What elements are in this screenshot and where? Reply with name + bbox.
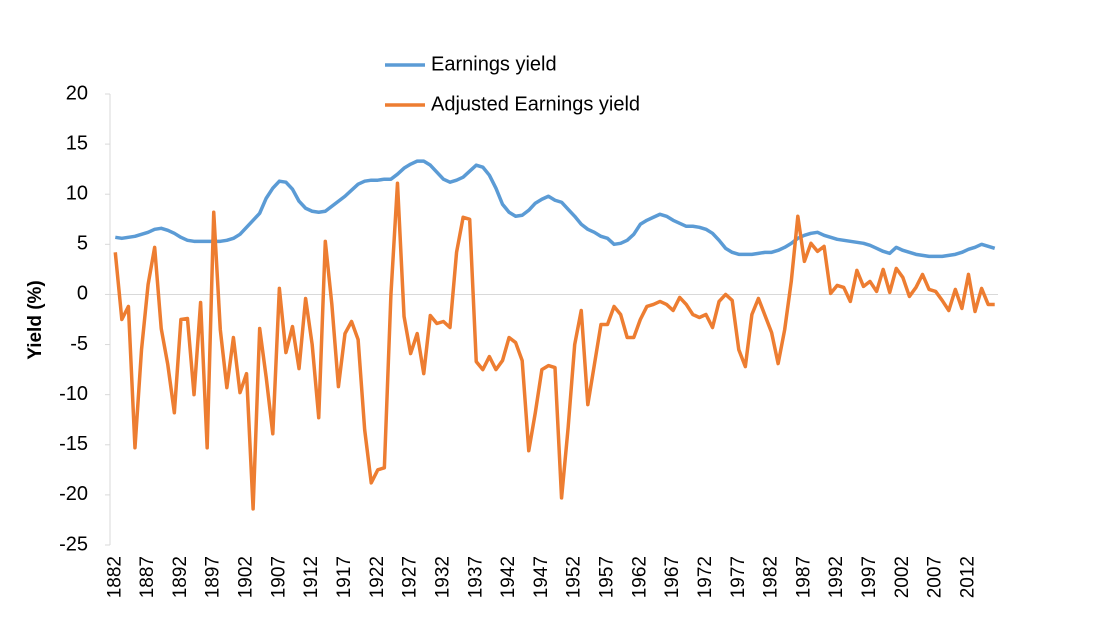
x-tick-label: 1932 — [432, 556, 453, 598]
x-tick-label: 1907 — [268, 556, 289, 598]
y-tick-label: 10 — [66, 183, 88, 205]
x-tick-label: 1942 — [498, 556, 519, 598]
y-tick-label: 0 — [77, 283, 88, 305]
x-tick-label: 1987 — [793, 556, 814, 598]
x-tick-label: 2007 — [925, 556, 946, 598]
x-tick-label: 1887 — [137, 556, 158, 598]
x-tick-label: 1952 — [564, 556, 585, 598]
y-tick-label: -10 — [59, 383, 88, 405]
x-tick-label: 1917 — [334, 556, 355, 598]
y-tick-label: -5 — [70, 333, 88, 355]
x-tick-label: 1962 — [629, 556, 650, 598]
x-tick-label: 1992 — [826, 556, 847, 598]
y-tick-label: -20 — [59, 483, 88, 505]
x-tick-label: 1967 — [662, 556, 683, 598]
x-tick-label: 1937 — [465, 556, 486, 598]
y-tick-label: -15 — [59, 433, 88, 455]
x-tick-label: 2002 — [892, 556, 913, 598]
x-tick-label: 1922 — [367, 556, 388, 598]
x-tick-label: 1972 — [695, 556, 716, 598]
x-tick-label: 2012 — [957, 556, 978, 598]
y-tick-label: 20 — [66, 82, 88, 104]
x-tick-label: 1927 — [400, 556, 421, 598]
x-tick-label: 1947 — [531, 556, 552, 598]
x-tick-label: 1977 — [728, 556, 749, 598]
legend-label: Earnings yield — [431, 53, 557, 75]
legend-label: Adjusted Earnings yield — [431, 93, 640, 115]
y-tick-label: 5 — [77, 233, 88, 255]
x-tick-label: 1902 — [236, 556, 257, 598]
x-tick-label: 1882 — [104, 556, 125, 598]
x-tick-label: 1897 — [203, 556, 224, 598]
y-axis-label: Yield (%) — [25, 280, 46, 360]
x-tick-label: 1957 — [597, 556, 618, 598]
x-tick-label: 1997 — [859, 556, 880, 598]
y-tick-label: 15 — [66, 132, 88, 154]
x-tick-label: 1892 — [170, 556, 191, 598]
series-line — [115, 159, 996, 259]
series-line — [113, 181, 995, 511]
y-tick-label: -25 — [59, 533, 88, 555]
x-tick-label: 1912 — [301, 556, 322, 598]
x-tick-label: 1982 — [761, 556, 782, 598]
